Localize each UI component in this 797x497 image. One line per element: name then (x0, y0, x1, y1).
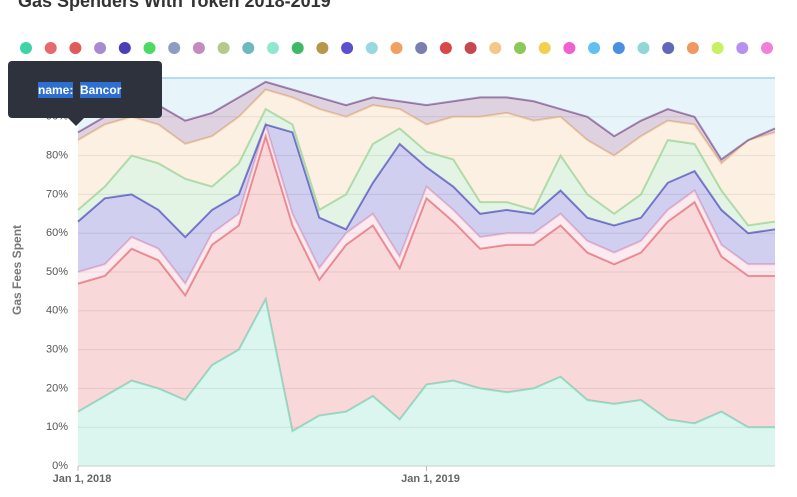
legend-dot (588, 42, 601, 54)
y-tick-label: 40% (46, 305, 68, 317)
x-tick-label: Jan 1, 2018 (53, 473, 112, 485)
area (78, 299, 775, 466)
y-tick-label: 50% (46, 266, 68, 278)
legend-dot (341, 42, 354, 54)
area-line (77, 107, 776, 227)
chart-title: Gas Spenders With Token 2018-2019 (18, 0, 331, 11)
legend-dot (390, 42, 403, 54)
legend-dot (267, 42, 279, 54)
y-tick-label: 30% (46, 344, 68, 356)
area (78, 89, 775, 226)
legend-dot (736, 42, 749, 54)
legend-dot (637, 42, 650, 54)
legend-dot (168, 42, 181, 54)
area-line (77, 296, 775, 433)
legend-dot (94, 42, 107, 54)
area-line (77, 123, 776, 239)
y-tick-label: 10% (46, 421, 68, 433)
y-tick-label: 70% (46, 188, 68, 200)
area (78, 136, 775, 432)
legend-dot (711, 42, 724, 54)
legend-dot (761, 42, 773, 54)
tooltip-value: Bancor (80, 82, 122, 98)
y-tick-label: 0% (52, 460, 68, 472)
legend-dot (415, 42, 428, 54)
legend-dot (612, 42, 625, 54)
area-line (77, 88, 776, 165)
tooltip: name: Bancor (8, 61, 162, 126)
legend-dot (44, 42, 57, 54)
area-line (77, 121, 775, 286)
area (78, 124, 775, 284)
legend-dot (365, 42, 378, 54)
y-tick-label: 60% (46, 227, 68, 239)
legend-dot (192, 42, 205, 54)
legend-dot (20, 42, 32, 54)
legend-dot (464, 42, 477, 54)
legend-dot (563, 42, 576, 54)
legend-dot (489, 42, 502, 54)
area-line (77, 80, 776, 161)
y-tick-label: 20% (46, 382, 68, 394)
legend-dot (662, 42, 675, 54)
tooltip-key: name: (38, 82, 74, 98)
area (78, 124, 775, 296)
legend-dot (69, 42, 82, 54)
legend-dot (242, 42, 255, 54)
legend-dot (118, 42, 131, 54)
area (78, 78, 775, 160)
legend-dot (143, 42, 156, 54)
y-tick-label: 80% (46, 150, 68, 162)
legend-dot (538, 42, 551, 54)
legend-dot (514, 42, 526, 54)
y-axis-label: Gas Fees Spent (10, 225, 24, 315)
legend-dot (291, 42, 304, 54)
area-line (77, 132, 775, 298)
legend-dot (686, 42, 699, 54)
legend-dot (316, 42, 329, 54)
x-tick-label: Jan 1, 2019 (401, 473, 460, 485)
legend-dot (439, 42, 452, 54)
area (78, 81, 775, 164)
legend-dot (217, 42, 230, 54)
